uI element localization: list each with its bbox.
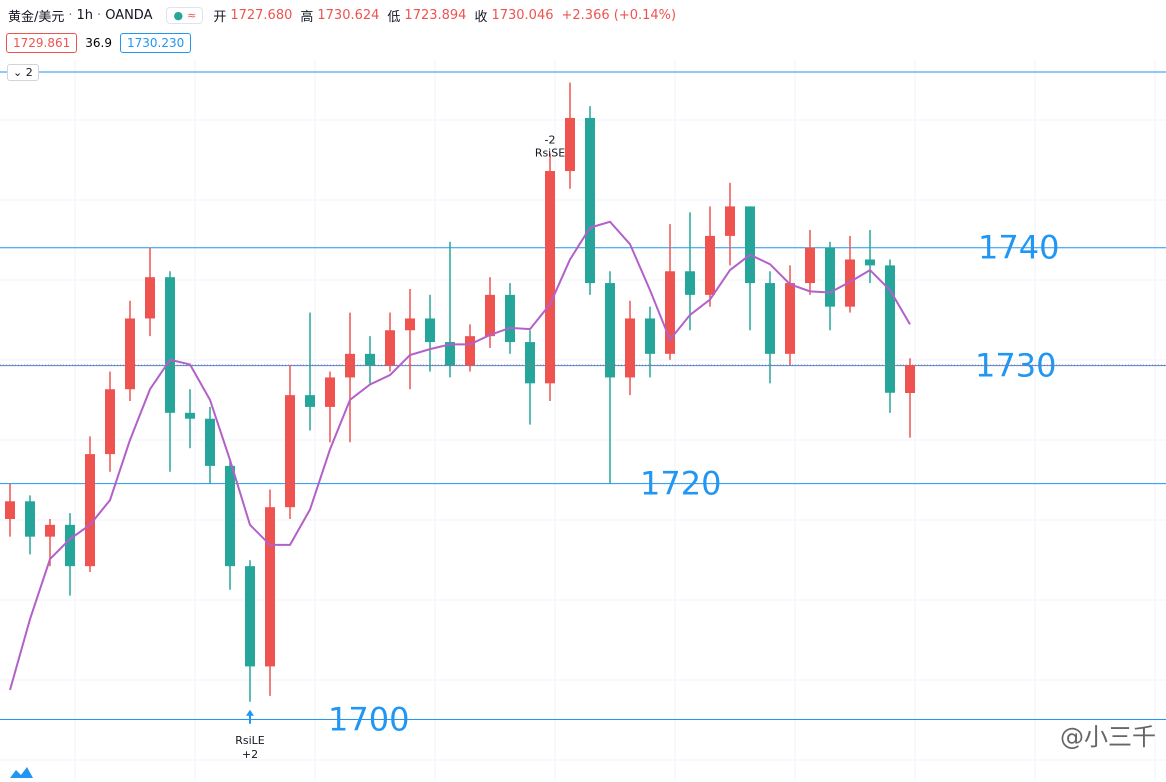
- candle-body: [225, 465, 235, 567]
- candle-body: [865, 259, 875, 266]
- candle-body: [685, 271, 695, 295]
- candle-body: [525, 342, 535, 384]
- candle-body: [465, 336, 475, 366]
- moving-average: [9, 220, 911, 691]
- candle-body: [705, 235, 715, 295]
- candle-body: [405, 318, 415, 331]
- ohlc-value: 1727.680: [230, 8, 293, 23]
- ohlc-value: 1723.894: [404, 8, 467, 23]
- ask[interactable]: 1730.230: [119, 33, 192, 53]
- spread: 36.9: [85, 36, 112, 50]
- candle-body: [145, 277, 155, 319]
- candle-body: [205, 418, 215, 466]
- level-label: 1700: [328, 700, 409, 738]
- bid[interactable]: 1729.861: [6, 33, 78, 53]
- candle-body: [25, 501, 35, 537]
- candle-body: [565, 117, 575, 172]
- candle-body: [265, 507, 275, 667]
- separator: ·: [97, 8, 102, 23]
- candle-body: [45, 524, 55, 537]
- separator: ·: [68, 8, 73, 23]
- candle-body: [5, 501, 15, 519]
- candle-body: [885, 265, 895, 393]
- candle-body: [245, 566, 255, 667]
- signal-label: RsiSE: [535, 146, 565, 159]
- level-label: 1730: [975, 347, 1056, 385]
- candle-body: [605, 283, 615, 378]
- candle-body: [485, 294, 495, 337]
- candle-body: [185, 412, 195, 419]
- candle-body: [385, 330, 395, 366]
- indicator-count: 2: [25, 66, 33, 79]
- candle-body: [725, 206, 735, 236]
- candle-body: [845, 259, 855, 307]
- candle-body: [165, 277, 175, 413]
- ohlc-label: 开: [213, 10, 227, 25]
- signal-arrow: [246, 709, 254, 724]
- candle-body: [585, 117, 595, 284]
- ohlc-label: 低: [387, 10, 401, 25]
- candle-body: [125, 318, 135, 390]
- signal-arrow: [546, 179, 554, 194]
- indicator-toggle[interactable]: ⌄ 2: [7, 64, 39, 81]
- signal-label: RsiLE: [235, 734, 265, 747]
- level-label: 1720: [640, 465, 721, 503]
- candle-body: [645, 318, 655, 354]
- candle-body: [785, 283, 795, 354]
- logo: [10, 767, 33, 778]
- signal-qty: +2: [242, 748, 258, 761]
- candle-body: [505, 294, 515, 343]
- candle-body: [625, 318, 635, 378]
- candle-body: [825, 247, 835, 307]
- watermark: @小三千: [1060, 723, 1156, 751]
- level-label: 1740: [978, 229, 1059, 267]
- candle-body: [325, 377, 335, 407]
- candle-body: [105, 389, 115, 455]
- candle-body: [545, 171, 555, 384]
- symbol-header: 黄金/美元 · 1h · OANDA ● ≈ 开 1727.680 高 1730.624 …: [8, 6, 676, 25]
- ohlc-label: 高: [300, 10, 314, 25]
- signal-qty: -2: [545, 133, 556, 146]
- candle-body: [85, 454, 95, 567]
- ohlc-value: 1730.624: [317, 8, 380, 23]
- symbol[interactable]: 黄金/美元: [8, 10, 65, 25]
- candle-body: [665, 271, 675, 354]
- ohlc-value: 1730.046: [491, 8, 554, 23]
- candle-body: [365, 353, 375, 366]
- candle-body: [305, 395, 315, 407]
- quotes: 1729.861 36.9 1730.230: [6, 33, 192, 53]
- candle-body: [425, 318, 435, 343]
- candle-body: [445, 342, 455, 366]
- candle-body: [765, 283, 775, 354]
- candle-body: [345, 353, 355, 378]
- status-badge[interactable]: ● ≈: [166, 7, 204, 24]
- candle-body: [285, 395, 295, 508]
- candle-body: [65, 524, 75, 567]
- ohlc-label: 收: [474, 10, 488, 25]
- candle-body: [905, 365, 915, 394]
- change: +2.366 (+0.14%): [561, 8, 677, 23]
- interval[interactable]: 1h: [76, 8, 94, 23]
- source: OANDA: [105, 8, 153, 23]
- candle-body: [805, 247, 815, 284]
- candle-body: [745, 206, 755, 284]
